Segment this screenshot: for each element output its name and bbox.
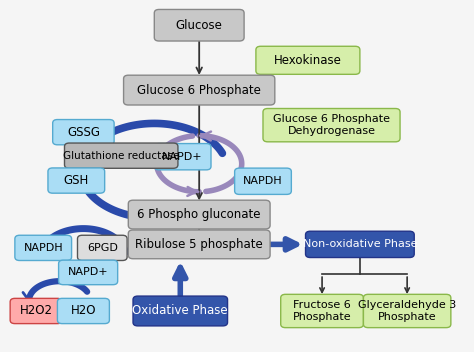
FancyBboxPatch shape: [263, 108, 400, 142]
Text: H2O: H2O: [71, 304, 96, 318]
Text: Non-oxidative Phase: Non-oxidative Phase: [302, 239, 417, 249]
FancyBboxPatch shape: [77, 235, 127, 260]
FancyBboxPatch shape: [10, 298, 62, 323]
FancyBboxPatch shape: [281, 294, 364, 328]
FancyBboxPatch shape: [364, 294, 451, 328]
Text: H2O2: H2O2: [19, 304, 53, 318]
FancyBboxPatch shape: [48, 168, 105, 193]
FancyBboxPatch shape: [306, 231, 414, 258]
FancyBboxPatch shape: [64, 143, 178, 168]
FancyBboxPatch shape: [235, 168, 292, 194]
Text: NAPD+: NAPD+: [68, 268, 109, 277]
FancyBboxPatch shape: [128, 200, 270, 229]
Text: Ribulose 5 phosphate: Ribulose 5 phosphate: [135, 238, 263, 251]
FancyBboxPatch shape: [256, 46, 360, 74]
Text: Oxidative Phase: Oxidative Phase: [132, 304, 228, 318]
Text: NAPD+: NAPD+: [162, 152, 203, 162]
Text: Glucose 6 Phosphate: Glucose 6 Phosphate: [137, 84, 261, 96]
FancyBboxPatch shape: [124, 75, 275, 105]
FancyBboxPatch shape: [128, 230, 270, 259]
Text: GSSG: GSSG: [67, 126, 100, 139]
Text: Glucose 6 Phosphate
Dehydrogenase: Glucose 6 Phosphate Dehydrogenase: [273, 114, 390, 136]
FancyBboxPatch shape: [57, 298, 109, 323]
Text: Glucose: Glucose: [176, 19, 223, 32]
Text: NAPDH: NAPDH: [23, 243, 63, 253]
Text: Hexokinase: Hexokinase: [274, 54, 342, 67]
Text: 6 Phospho gluconate: 6 Phospho gluconate: [137, 208, 261, 221]
FancyBboxPatch shape: [59, 260, 118, 285]
Text: Glyceraldehyde 3
Phosphate: Glyceraldehyde 3 Phosphate: [358, 300, 456, 322]
FancyBboxPatch shape: [155, 144, 211, 170]
FancyBboxPatch shape: [155, 10, 244, 41]
Text: 6PGD: 6PGD: [87, 243, 118, 253]
FancyBboxPatch shape: [53, 120, 114, 145]
FancyBboxPatch shape: [15, 235, 72, 260]
Text: Fructose 6
Phosphate: Fructose 6 Phosphate: [293, 300, 351, 322]
Text: NAPDH: NAPDH: [243, 176, 283, 186]
FancyBboxPatch shape: [133, 296, 228, 326]
Text: Glutathione reductase: Glutathione reductase: [63, 151, 180, 161]
Text: GSH: GSH: [64, 174, 89, 187]
